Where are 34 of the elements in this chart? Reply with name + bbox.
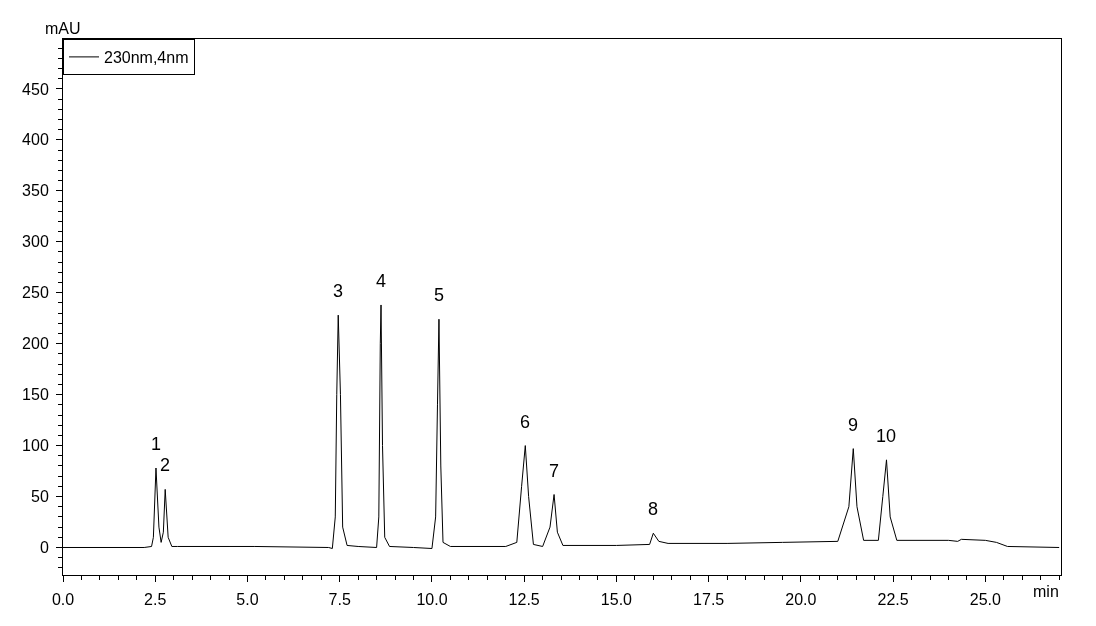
y-tick-label: 300 xyxy=(22,233,49,251)
y-tick-label: 450 xyxy=(22,80,49,98)
x-tick-label: 10.0 xyxy=(416,591,448,609)
annotation: 5 xyxy=(434,285,445,305)
y-tick-label: 50 xyxy=(31,488,49,506)
y-tick-label: 150 xyxy=(22,386,49,404)
annotation: 1 xyxy=(151,434,162,454)
x-axis-title: min xyxy=(1033,583,1059,600)
x-tick-label: 20.0 xyxy=(785,591,817,609)
y-tick-label: 200 xyxy=(22,335,49,353)
annotation: 6 xyxy=(520,412,531,432)
x-tick-label: 2.5 xyxy=(144,591,167,609)
x-tick-label: 22.5 xyxy=(877,591,909,609)
x-tick-label: 17.5 xyxy=(693,591,725,609)
x-tick-label: 5.0 xyxy=(236,591,259,609)
annotation: 7 xyxy=(549,461,560,481)
x-tick-label: 0.0 xyxy=(51,591,75,609)
annotation: 4 xyxy=(376,271,387,291)
y-tick-label: 0 xyxy=(39,539,49,557)
x-tick-label: 7.5 xyxy=(328,591,351,609)
y-axis-title: mAU xyxy=(45,20,81,37)
x-tick-label: 12.5 xyxy=(508,591,540,609)
x-tick-label: 25.0 xyxy=(969,591,1002,609)
annotation: 8 xyxy=(648,499,659,519)
annotation: 3 xyxy=(333,281,344,301)
legend-label: 230nm,4nm xyxy=(104,49,189,67)
annotation: 2 xyxy=(160,455,171,475)
y-tick-label: 400 xyxy=(22,131,49,149)
x-tick-label: 15.0 xyxy=(600,591,633,609)
annotation: 10 xyxy=(876,426,897,446)
y-tick-label: 250 xyxy=(22,284,49,302)
annotation: 9 xyxy=(848,415,859,435)
y-tick-label: 350 xyxy=(22,182,49,200)
y-tick-label: 100 xyxy=(22,437,49,455)
